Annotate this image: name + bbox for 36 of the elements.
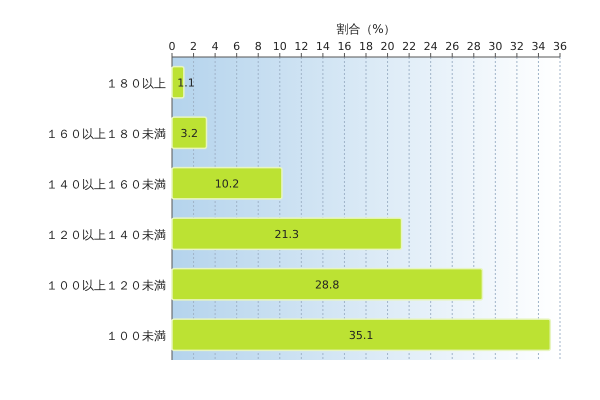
x-tick-label: 18: [359, 40, 373, 53]
x-tick-label: 24: [424, 40, 438, 53]
x-tick-label: 8: [254, 40, 262, 53]
data-label: 21.3: [274, 228, 300, 241]
x-tick-label: 34: [531, 40, 546, 53]
bar: [171, 116, 208, 150]
y-tick-label: １６０以上１８０未満: [46, 126, 166, 141]
data-label: 10.2: [214, 177, 240, 190]
data-label: 35.1: [348, 328, 374, 342]
x-tick-label: 26: [445, 40, 460, 53]
x-tick-label: 2: [190, 40, 198, 53]
x-tick-label: 4: [212, 40, 219, 53]
x-tick-label: 36: [553, 40, 567, 53]
y-tick-label: １２０以上１４０未満: [46, 228, 166, 242]
bar: [171, 318, 552, 352]
data-label: 28.8: [314, 278, 340, 292]
x-tick-label: 16: [337, 40, 352, 53]
bar: [171, 166, 283, 200]
y-tick-label: １００以上１２０未満: [46, 278, 166, 292]
x-tick-label: 28: [466, 40, 481, 53]
x-tick-label: 30: [488, 40, 502, 53]
bar: [171, 268, 484, 301]
y-tick-label: １８０以上: [106, 76, 166, 90]
x-tick-label: 20: [380, 40, 395, 53]
x-tick-label: 32: [510, 40, 524, 53]
x-tick-label: 10: [272, 40, 287, 53]
y-tick-label: １４０以上１６０未満: [46, 177, 166, 192]
x-tick-label: 22: [402, 40, 416, 53]
x-axis-title: 割合（%）: [336, 22, 396, 36]
data-label: 3.2: [180, 126, 198, 140]
bar: [171, 217, 402, 250]
x-tick-label: 0: [168, 40, 176, 53]
y-tick-label: １００未満: [106, 328, 166, 343]
x-tick-label: 14: [316, 40, 330, 53]
x-tick-label: 12: [294, 40, 308, 53]
x-tick-label: 6: [233, 40, 240, 53]
